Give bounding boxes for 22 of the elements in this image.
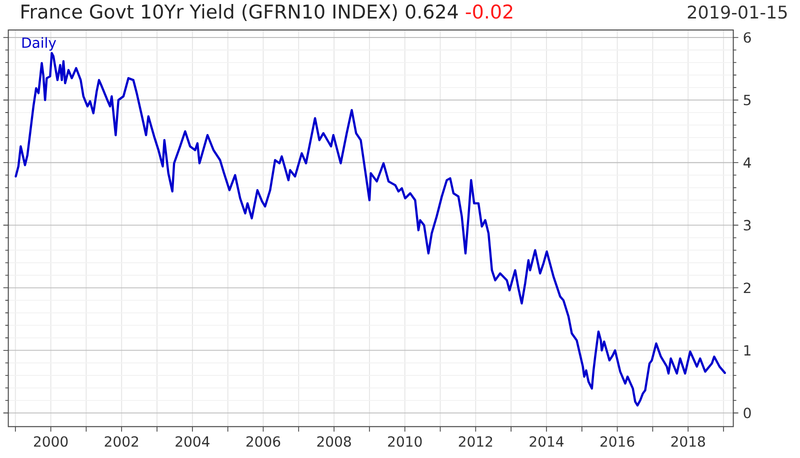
text: 2019-01-15 bbox=[688, 6, 787, 19]
x-tick-label: 2008 bbox=[317, 436, 351, 447]
y-tick-label: 4 bbox=[744, 158, 751, 168]
x-tick-label: 2014 bbox=[530, 436, 564, 447]
y-tick-label: 3 bbox=[744, 220, 751, 231]
text: -0.02 bbox=[466, 4, 512, 19]
y-tick-label: 1 bbox=[744, 345, 750, 356]
series-label: Daily bbox=[22, 37, 56, 51]
chart-title: France Govt 10Yr Yield (GFRN10 INDEX) 0.624 bbox=[22, 4, 458, 21]
line-series bbox=[14, 52, 726, 407]
y-tick-label: 6 bbox=[744, 32, 751, 43]
y-tick-label: 0 bbox=[744, 408, 751, 418]
y-tick-label: 5 bbox=[744, 94, 751, 106]
x-tick-label: 2004 bbox=[176, 436, 210, 447]
x-tick-label: 2002 bbox=[104, 436, 138, 447]
x-tick-label: 2012 bbox=[458, 436, 492, 447]
x-tick-label: 2000 bbox=[34, 436, 68, 447]
x-tick-label: 2018 bbox=[671, 436, 705, 447]
y-tick-label: 2 bbox=[744, 282, 750, 293]
x-tick-label: 2016 bbox=[600, 436, 634, 447]
x-tick-label: 2010 bbox=[388, 436, 422, 447]
x-tick-label: 2006 bbox=[246, 436, 280, 447]
